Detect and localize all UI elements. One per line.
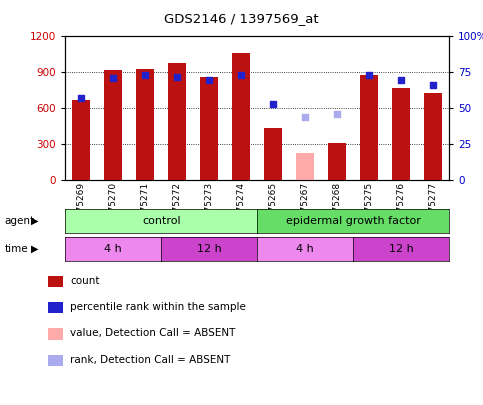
Text: ▶: ▶ xyxy=(31,244,39,254)
Text: 12 h: 12 h xyxy=(389,244,413,254)
Text: rank, Detection Call = ABSENT: rank, Detection Call = ABSENT xyxy=(70,355,230,364)
Text: epidermal growth factor: epidermal growth factor xyxy=(286,216,421,226)
Point xyxy=(205,76,213,83)
Bar xyxy=(104,70,122,180)
Point xyxy=(333,111,341,117)
Text: GDS2146 / 1397569_at: GDS2146 / 1397569_at xyxy=(164,12,319,25)
Point xyxy=(237,72,245,79)
Text: value, Detection Call = ABSENT: value, Detection Call = ABSENT xyxy=(70,328,235,338)
Bar xyxy=(425,93,442,180)
Bar xyxy=(392,88,410,180)
Bar xyxy=(72,100,90,180)
Point xyxy=(109,75,117,81)
Text: ▶: ▶ xyxy=(31,216,39,226)
Point xyxy=(398,76,405,83)
Text: agent: agent xyxy=(5,216,35,226)
Point xyxy=(173,73,181,80)
Point xyxy=(270,101,277,107)
Text: percentile rank within the sample: percentile rank within the sample xyxy=(70,302,246,312)
Point xyxy=(77,95,85,102)
Bar xyxy=(297,153,314,180)
Text: 12 h: 12 h xyxy=(197,244,222,254)
Text: count: count xyxy=(70,276,99,286)
Bar xyxy=(200,77,218,180)
Text: control: control xyxy=(142,216,181,226)
Bar xyxy=(169,64,186,180)
Bar xyxy=(360,75,378,180)
Bar xyxy=(328,143,346,180)
Text: 4 h: 4 h xyxy=(297,244,314,254)
Point xyxy=(301,114,309,120)
Bar xyxy=(136,69,154,180)
Bar xyxy=(264,128,282,180)
Point xyxy=(429,82,437,89)
Point xyxy=(142,72,149,79)
Text: 4 h: 4 h xyxy=(104,244,122,254)
Point xyxy=(365,72,373,79)
Bar xyxy=(232,53,250,180)
Text: time: time xyxy=(5,244,28,254)
